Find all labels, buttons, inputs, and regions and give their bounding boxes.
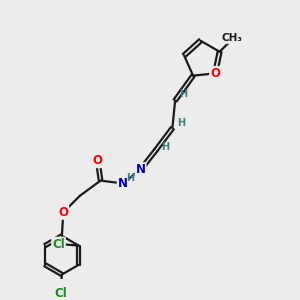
Text: Cl: Cl	[54, 286, 67, 299]
Text: O: O	[93, 154, 103, 167]
Text: CH₃: CH₃	[222, 33, 243, 43]
Text: H: H	[179, 89, 188, 99]
Text: H: H	[161, 142, 169, 152]
Text: O: O	[58, 206, 68, 219]
Text: H: H	[177, 118, 185, 128]
Text: N: N	[118, 177, 128, 190]
Text: Cl: Cl	[52, 238, 65, 250]
Text: N: N	[136, 163, 146, 176]
Text: H: H	[126, 173, 134, 183]
Text: O: O	[210, 67, 220, 80]
